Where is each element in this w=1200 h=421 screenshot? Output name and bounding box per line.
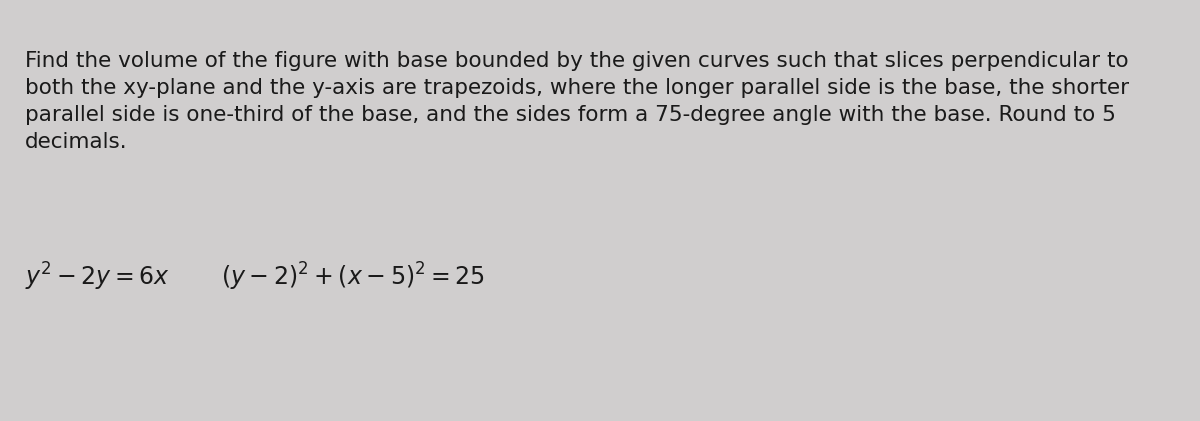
Text: $(y - 2)^2 + (x - 5)^2 = 25$: $(y - 2)^2 + (x - 5)^2 = 25$ — [221, 261, 485, 293]
Text: Find the volume of the figure with base bounded by the given curves such that sl: Find the volume of the figure with base … — [25, 51, 1129, 152]
Text: $y^2 - 2y = 6x$: $y^2 - 2y = 6x$ — [25, 261, 170, 293]
